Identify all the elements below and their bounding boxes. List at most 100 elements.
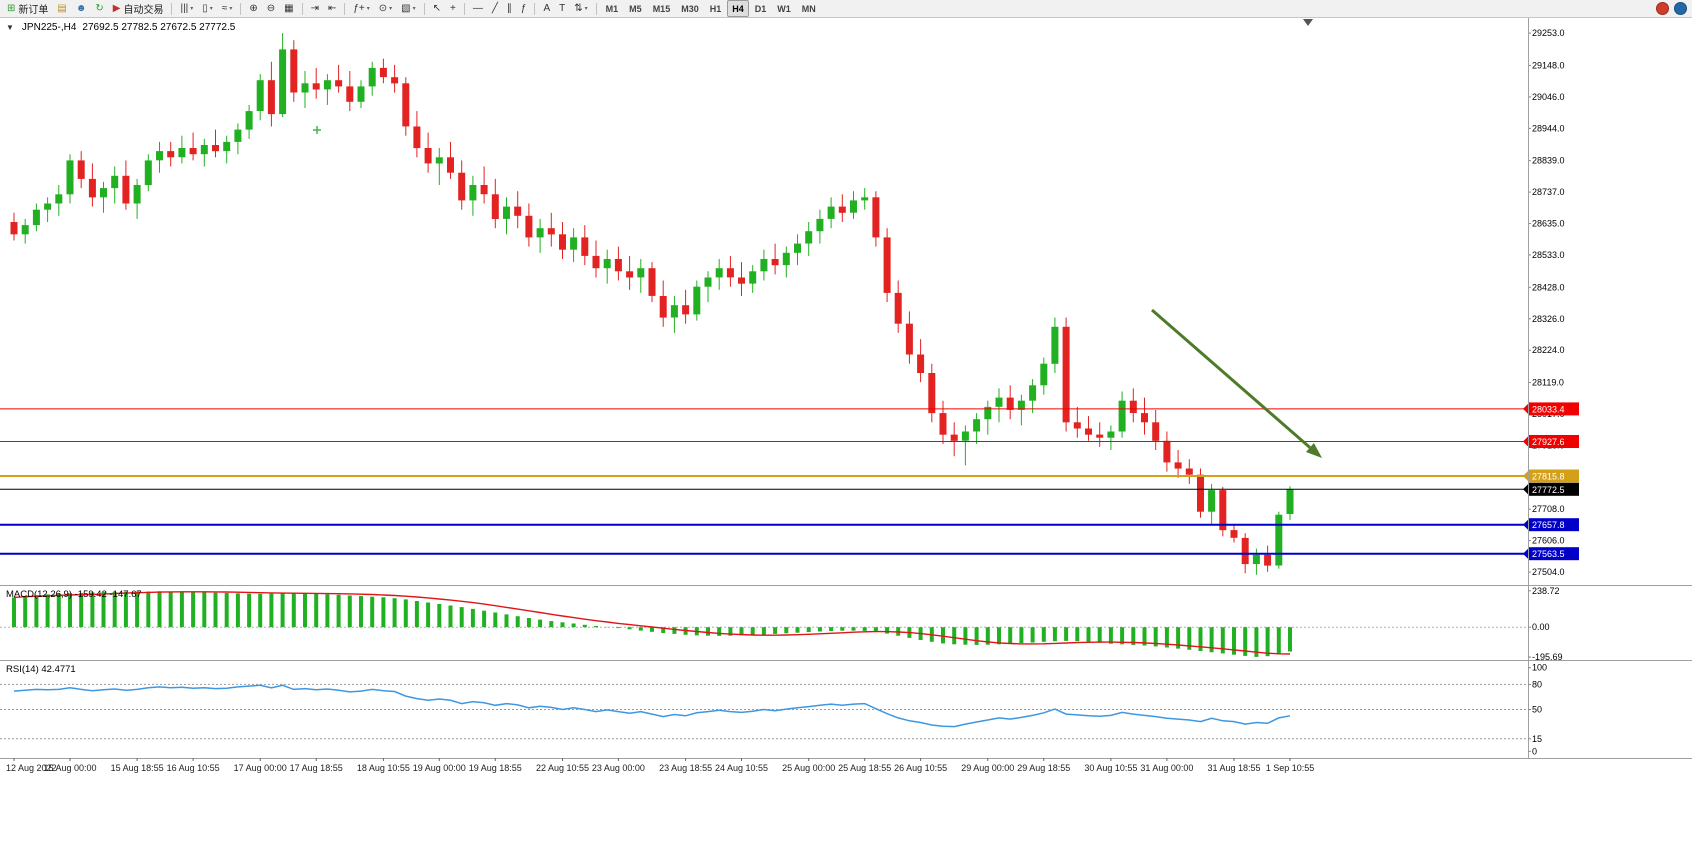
cursor-button[interactable]: ↖ xyxy=(429,0,445,17)
svg-text:28428.0: 28428.0 xyxy=(1532,282,1565,292)
svg-text:19 Aug 18:55: 19 Aug 18:55 xyxy=(469,763,522,773)
svg-text:80: 80 xyxy=(1532,679,1542,689)
timeframe-h1-button[interactable]: H1 xyxy=(709,3,722,14)
timeframe-d1-button[interactable]: D1 xyxy=(754,3,767,14)
zoom-out-button[interactable]: ⊖ xyxy=(263,0,279,17)
crosshair-button[interactable]: + xyxy=(446,0,460,17)
svg-text:31 Aug 18:55: 31 Aug 18:55 xyxy=(1207,763,1260,773)
pane-separators[interactable] xyxy=(0,18,1692,759)
chart-plot-area[interactable] xyxy=(0,18,1528,758)
price-line-tag: 27657.8 xyxy=(1523,518,1579,532)
svg-text:1 Sep 10:55: 1 Sep 10:55 xyxy=(1266,763,1315,773)
trendline-button[interactable]: ╱ xyxy=(488,0,502,17)
svg-text:29148.0: 29148.0 xyxy=(1532,61,1565,71)
fibonacci-button[interactable]: ƒ xyxy=(517,0,531,17)
horizontal-line-button[interactable]: — xyxy=(469,0,487,17)
svg-text:28326.0: 28326.0 xyxy=(1532,314,1565,324)
text-label-button[interactable]: T xyxy=(555,0,569,17)
svg-text:29046.0: 29046.0 xyxy=(1532,92,1565,102)
cross-marker xyxy=(313,126,321,134)
macd-pane: 238.72 0.00 -195.69 xyxy=(0,586,1563,662)
templates-button[interactable]: ▧ ▾ xyxy=(397,0,419,17)
one-click-collapse-icon[interactable]: ▼ xyxy=(6,23,14,32)
timeframe-m1-button[interactable]: M1 xyxy=(605,3,619,14)
timeframe-m15-button[interactable]: M15 xyxy=(652,3,671,14)
metaquotes-icon[interactable] xyxy=(1656,2,1669,15)
svg-text:27927.6: 27927.6 xyxy=(1532,437,1565,447)
macd-histogram xyxy=(12,591,1292,657)
svg-text:27815.8: 27815.8 xyxy=(1532,472,1565,482)
periods-icon: ⊙ xyxy=(378,2,388,14)
svg-text:18 Aug 10:55: 18 Aug 10:55 xyxy=(357,763,410,773)
timeframe-h4-button[interactable]: H4 xyxy=(727,0,749,17)
charts-icon-button[interactable]: ▤ xyxy=(53,0,70,17)
auto-scroll-button[interactable]: ⇥ xyxy=(307,0,323,17)
price-line-tag: 27563.5 xyxy=(1523,547,1579,561)
timeframe-m5-button[interactable]: M5 xyxy=(629,3,642,14)
equidistant-channel-button[interactable]: ∥ xyxy=(503,0,516,17)
chevron-down-icon: ▾ xyxy=(584,6,588,12)
new-order-button-label: 新订单 xyxy=(18,5,49,16)
toolbar-separator xyxy=(171,2,173,15)
svg-text:25 Aug 18:55: 25 Aug 18:55 xyxy=(838,763,891,773)
svg-text:29 Aug 18:55: 29 Aug 18:55 xyxy=(1017,763,1070,773)
svg-text:15 Aug 00:00: 15 Aug 00:00 xyxy=(43,763,96,773)
arrows-button[interactable]: ⇅ ▾ xyxy=(570,0,591,17)
timeframe-m30-button[interactable]: M30 xyxy=(681,3,699,14)
timeframe-mn-button[interactable]: MN xyxy=(801,3,816,14)
macd-signal-line xyxy=(13,591,1291,655)
equidistant-channel-icon: ∥ xyxy=(506,2,512,14)
svg-text:19 Aug 00:00: 19 Aug 00:00 xyxy=(413,763,466,773)
chevron-down-icon: ▾ xyxy=(412,6,416,12)
svg-text:28119.0: 28119.0 xyxy=(1532,378,1564,388)
line-chart-type-icon: ≈ xyxy=(221,2,228,14)
rsi-pane: 100 80 50 15 0 xyxy=(0,663,1547,756)
community-icon[interactable] xyxy=(1674,2,1687,15)
indicators-button[interactable]: ƒ+ ▾ xyxy=(349,0,373,17)
refresh-icon-button[interactable]: ↻ xyxy=(91,0,107,17)
svg-text:100: 100 xyxy=(1532,663,1547,673)
svg-text:27606.0: 27606.0 xyxy=(1532,536,1565,546)
chevron-down-icon: ▾ xyxy=(366,6,370,12)
arrows-icon: ⇅ xyxy=(574,2,583,14)
toolbar-separator xyxy=(240,2,242,15)
main-toolbar: ⊞ 新订单 ▤ ☻ ↻ ▶ 自动交易 ||| ▾ ▯ ▾ ≈ ▾ ⊕ ⊖ ▦ ⇥ ⇤ ƒ+ ▾ ⊙ ▾ ▧ ▾ ↖ + — ╱ ∥ ƒ A T… xyxy=(0,0,1692,18)
candlestick-chart-type-button[interactable]: ▯ ▾ xyxy=(198,0,217,17)
svg-text:238.72: 238.72 xyxy=(1532,586,1560,596)
svg-text:27657.8: 27657.8 xyxy=(1532,520,1565,530)
text-button[interactable]: A xyxy=(539,0,554,17)
rsi-title: RSI(14) 42.4771 xyxy=(6,664,76,675)
new-order-button[interactable]: ⊞ 新订单 xyxy=(3,0,52,17)
tile-windows-button[interactable]: ▦ xyxy=(280,0,297,17)
candlestick-series xyxy=(10,33,1294,575)
auto-trading-button-label: 自动交易 xyxy=(123,5,164,16)
svg-text:30 Aug 10:55: 30 Aug 10:55 xyxy=(1084,763,1137,773)
price-line-tag: 27927.6 xyxy=(1523,435,1579,448)
auto-trading-button[interactable]: ▶ 自动交易 xyxy=(109,0,168,17)
refresh-icon-icon: ↻ xyxy=(95,2,104,14)
periods-button[interactable]: ⊙ ▾ xyxy=(375,0,396,17)
price-line-tag: 27772.5 xyxy=(1523,482,1579,496)
bar-chart-type-button[interactable]: ||| ▾ xyxy=(176,0,197,17)
profile-icon-button[interactable]: ☻ xyxy=(72,0,91,17)
toolbar-separator xyxy=(595,2,597,15)
bar-chart-type-icon: ||| xyxy=(180,2,189,14)
svg-text:16 Aug 10:55: 16 Aug 10:55 xyxy=(167,763,220,773)
svg-text:28635.0: 28635.0 xyxy=(1532,219,1565,229)
price-line-tag: 27815.8 xyxy=(1523,469,1579,483)
text-label-icon: T xyxy=(559,2,566,14)
line-chart-type-button[interactable]: ≈ ▾ xyxy=(218,0,237,17)
svg-text:27708.0: 27708.0 xyxy=(1532,504,1565,514)
candlestick-chart-type-icon: ▯ xyxy=(202,2,208,14)
zoom-in-button[interactable]: ⊕ xyxy=(245,0,261,17)
charts-icon-icon: ▤ xyxy=(57,2,67,14)
chart-shift-button[interactable]: ⇤ xyxy=(324,0,340,17)
profile-icon-icon: ☻ xyxy=(75,2,87,14)
timeframe-w1-button[interactable]: W1 xyxy=(777,3,791,14)
horizontal-price-lines[interactable]: 28033.4 27927.6 27815.8 27772.5 27657.8 27563… xyxy=(0,402,1579,561)
crosshair-icon: + xyxy=(450,2,456,14)
price-line-tag: 28033.4 xyxy=(1523,402,1579,416)
svg-text:23 Aug 18:55: 23 Aug 18:55 xyxy=(659,763,712,773)
trend-arrow-annotation[interactable] xyxy=(1151,308,1322,458)
